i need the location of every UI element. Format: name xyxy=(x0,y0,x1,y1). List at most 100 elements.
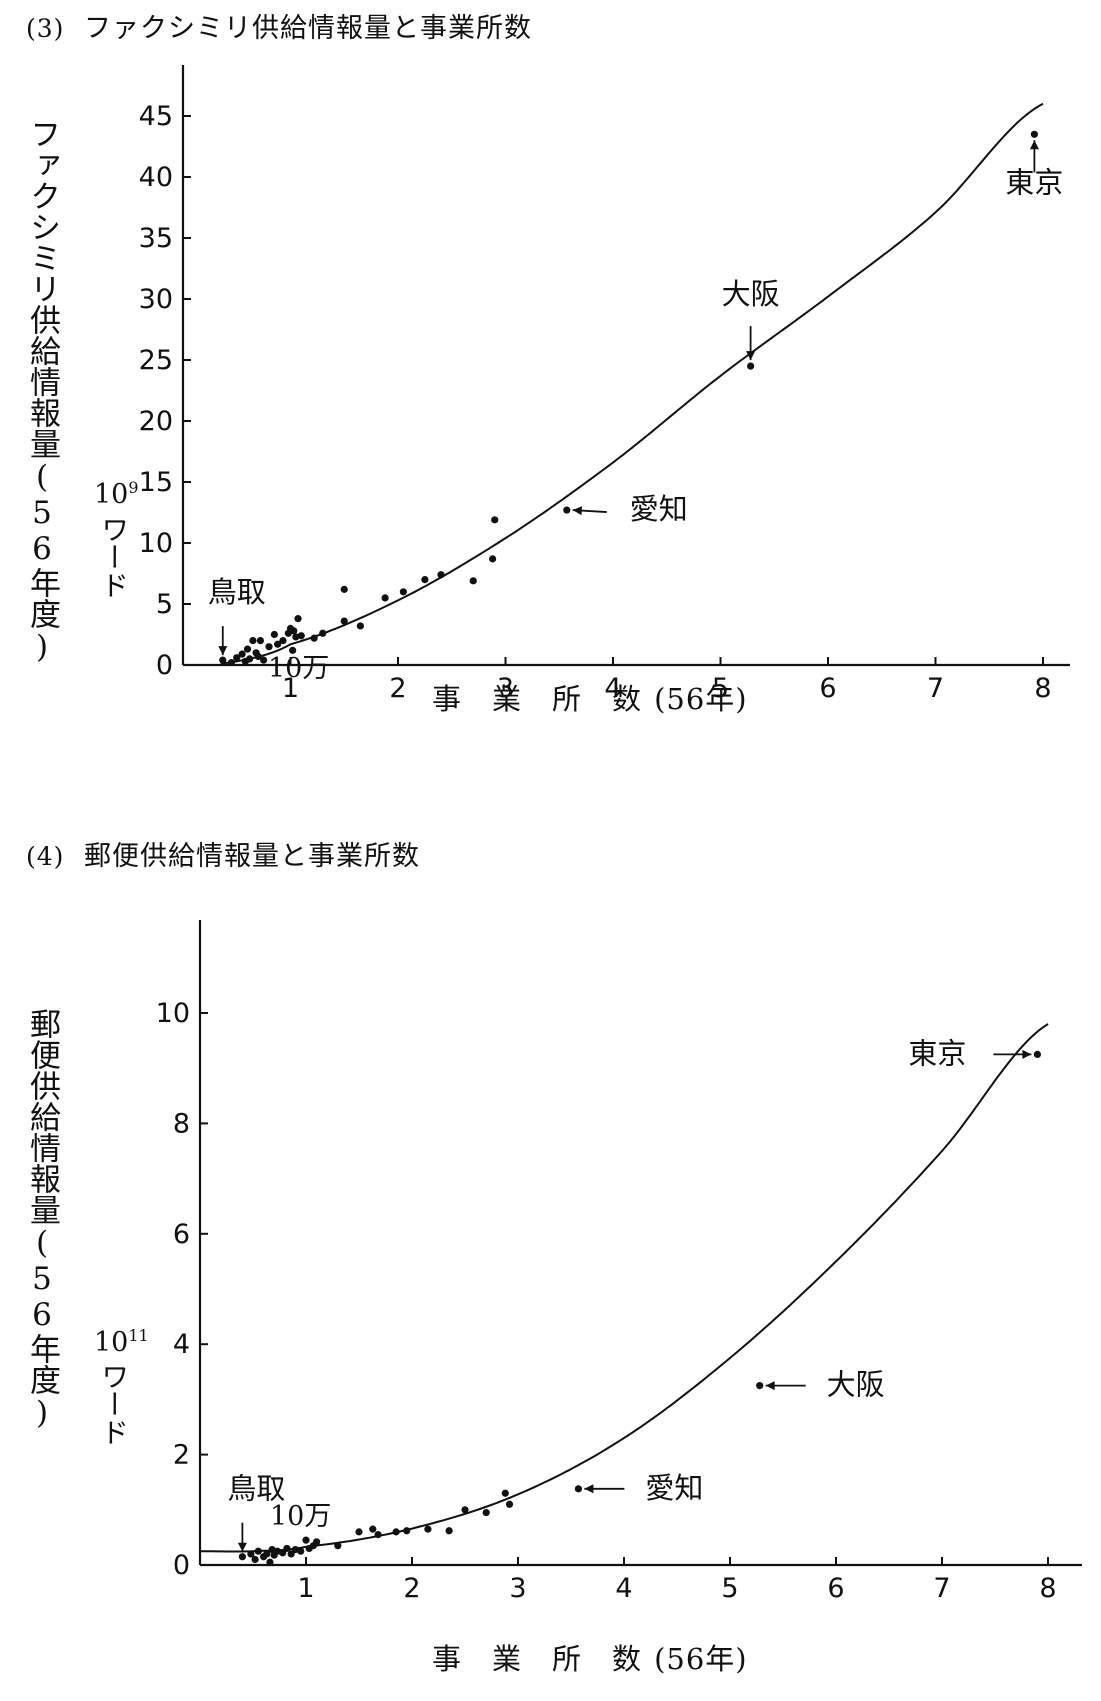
chart4-y-unit-power: 1011 xyxy=(94,1326,149,1358)
chart3-annotation-arrowhead xyxy=(746,351,756,361)
chart3-annotation-label: 大阪 xyxy=(722,277,780,311)
chart3-data-point xyxy=(356,622,364,630)
chart3-panel-label: (3) xyxy=(26,14,65,43)
chart4-annotation-arrowhead xyxy=(237,1542,247,1552)
chart4-data-point xyxy=(392,1528,400,1536)
chart4-y-tick-label: 6 xyxy=(173,1219,190,1250)
chart4-x-tick-label: 1 xyxy=(297,1573,314,1604)
chart3-data-point xyxy=(292,633,300,641)
chart3-data-point xyxy=(238,650,246,658)
chart3-y-tick-label: 20 xyxy=(139,406,173,437)
chart3-data-point xyxy=(563,506,571,514)
chart4-x-axis-title: 事業所数 (56年) xyxy=(432,1642,748,1676)
chart3-y-tick-label: 40 xyxy=(139,162,173,193)
chart3-fitted-curve xyxy=(220,102,1044,665)
chart4-fitted-curve xyxy=(200,1023,1049,1553)
chart4-x-tick-label: 5 xyxy=(721,1573,738,1604)
chart3-data-point xyxy=(290,627,298,635)
chart4-data-point xyxy=(302,1536,310,1544)
chart3-annotation-label: 東京 xyxy=(1005,165,1063,199)
chart3-title: ファクシミリ供給情報量と事業所数 xyxy=(84,13,532,44)
chart4-data-point xyxy=(297,1547,305,1555)
chart3-y-tick-label: 35 xyxy=(139,223,173,254)
chart3-x-tick-label: 5 xyxy=(712,673,729,704)
chart3-data-point xyxy=(1030,130,1038,138)
chart3-data-point xyxy=(310,634,318,642)
chart3-y-unit-power: 109 xyxy=(94,478,139,510)
chart3-data-point xyxy=(340,585,348,593)
chart3-x-tick-label: 1 xyxy=(282,673,299,704)
chart4-data-point xyxy=(424,1525,432,1533)
chart4-y-tick-label: 8 xyxy=(173,1108,190,1139)
chart4-panel-label: (4) xyxy=(26,842,65,871)
chart3-data-point xyxy=(747,362,755,370)
chart4-x-tick-label: 4 xyxy=(615,1573,632,1604)
chart3-data-point xyxy=(260,656,268,664)
chart3-data-point xyxy=(270,630,278,639)
chart3-x-tick-label: 6 xyxy=(819,673,836,704)
chart3-y-tick-label: 10 xyxy=(139,528,173,559)
chart4-data-point xyxy=(355,1528,363,1536)
chart4-x-tick-label: 2 xyxy=(403,1573,420,1604)
chart4-x-tick-label: 7 xyxy=(933,1573,950,1604)
chart3-y-axis-title: ファクシミリ供給情報量(56年度) xyxy=(24,118,60,665)
chart3-y-tick-label: 5 xyxy=(156,589,173,620)
chart3-data-point xyxy=(233,654,241,662)
chart4-annotation-arrowhead xyxy=(765,1381,775,1391)
chart4-annotation-label: 愛知 xyxy=(645,1471,703,1505)
chart4-data-point xyxy=(505,1500,514,1508)
chart3-data-point xyxy=(489,555,497,563)
chart3-y-tick-label: 0 xyxy=(156,650,173,681)
chart3-data-point xyxy=(340,617,348,625)
chart4-data-point xyxy=(445,1527,453,1535)
chart3-data-point xyxy=(243,645,252,653)
chart4-data-point xyxy=(238,1553,246,1561)
chart4-x-unit: 10万 xyxy=(270,1501,332,1532)
chart3-annotation-arrowhead xyxy=(1029,140,1039,150)
chart3-x-unit: 10万 xyxy=(268,653,330,684)
chart4-x-tick-label: 8 xyxy=(1039,1573,1056,1604)
chart3-data-point xyxy=(399,588,407,596)
chart3-x-tick-label: 7 xyxy=(927,673,944,704)
chart4-data-point xyxy=(1033,1050,1041,1058)
chart3-annotation-label: 鳥取 xyxy=(208,575,266,609)
chart3-x-axis-title: 事業所数 (56年) xyxy=(432,682,748,716)
chart4-title: 郵便供給情報量と事業所数 xyxy=(84,841,420,872)
chart4-heading: (4) 郵便供給情報量と事業所数 xyxy=(26,834,420,873)
chart3-data-point xyxy=(227,658,235,667)
chart3-data-point xyxy=(249,637,257,645)
chart3-y-tick-label: 25 xyxy=(139,345,173,376)
chart4-data-point xyxy=(263,1550,271,1558)
chart3-data-point xyxy=(274,640,282,648)
chart4-data-point xyxy=(254,1547,262,1555)
chart4-data-point xyxy=(756,1382,764,1390)
chart3-data-point xyxy=(421,576,429,584)
chart3-y-unit-word: ワード xyxy=(97,515,130,599)
chart4-data-point xyxy=(266,1558,274,1566)
chart3-data-point xyxy=(319,629,327,637)
chart4-y-unit-word: ワード xyxy=(97,1362,130,1446)
chart4-data-point xyxy=(247,1550,255,1558)
chart3-heading: (3) ファクシミリ供給情報量と事業所数 xyxy=(26,6,532,45)
chart4-annotation-label: 東京 xyxy=(908,1036,966,1070)
chart3-x-tick-label: 3 xyxy=(497,673,514,704)
chart3-data-point xyxy=(381,594,389,602)
chart4-x-tick-label: 6 xyxy=(827,1573,844,1604)
chart4-x-tick-label: 3 xyxy=(509,1573,526,1604)
chart3-annotation-label: 愛知 xyxy=(630,492,688,526)
chart3-data-point xyxy=(491,516,499,524)
chart4-y-tick-label: 0 xyxy=(173,1550,190,1581)
chart4-data-point xyxy=(374,1531,382,1539)
chart4-data-point xyxy=(403,1527,411,1535)
chart3-data-point xyxy=(437,571,445,579)
chart4-y-axis-title: 郵便供給情報量(56年度) xyxy=(24,1008,60,1431)
chart3-data-point xyxy=(297,632,305,640)
chart3-data-point xyxy=(265,643,273,651)
chart3-data-point xyxy=(254,652,262,661)
chart4-data-point xyxy=(251,1555,259,1564)
chart4-data-point xyxy=(501,1489,509,1497)
chart3-data-point xyxy=(219,656,227,664)
chart4-y-tick-label: 10 xyxy=(156,998,190,1029)
